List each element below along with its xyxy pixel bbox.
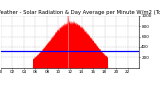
- Title: Milwaukee Weather - Solar Radiation & Day Average per Minute W/m2 (Today): Milwaukee Weather - Solar Radiation & Da…: [0, 10, 160, 15]
